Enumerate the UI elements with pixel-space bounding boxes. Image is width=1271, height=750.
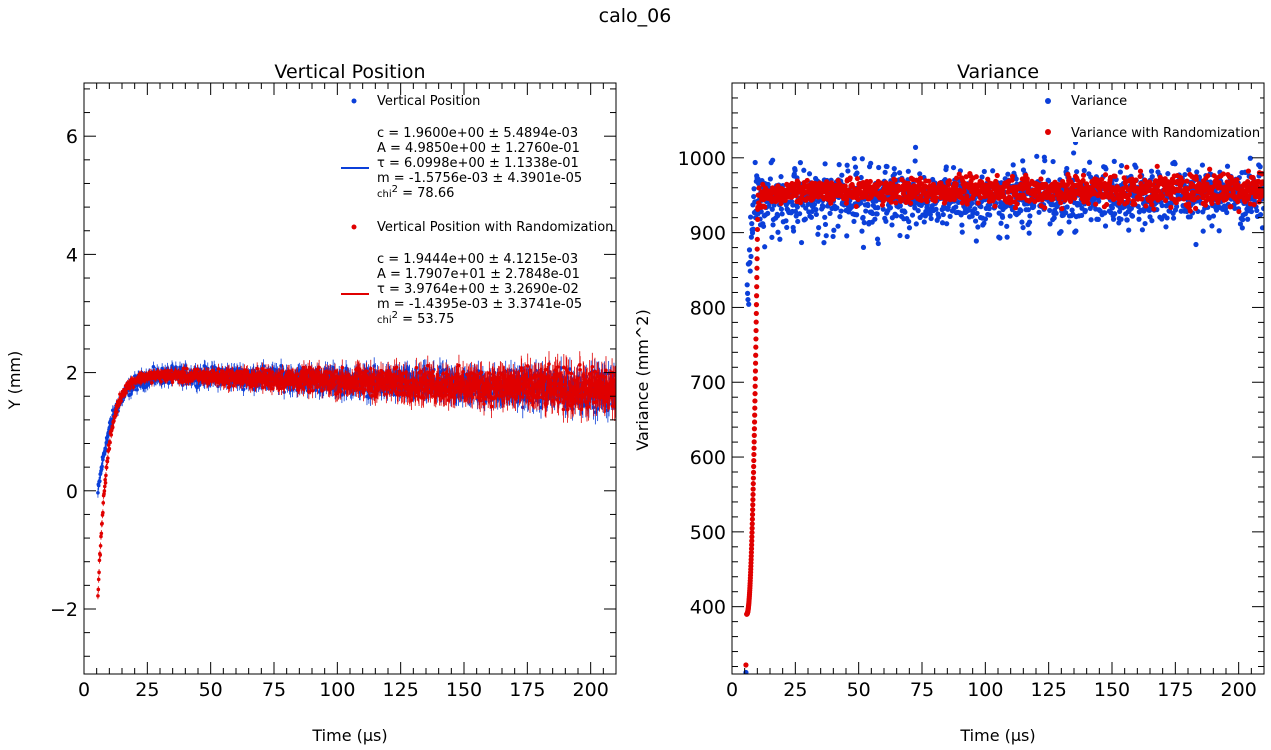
data-point [97, 570, 101, 575]
data-point [131, 385, 136, 389]
data-point [216, 367, 221, 371]
data-point [489, 404, 494, 409]
vertical-position-plot: Vertical Position 0 25 50 75 100 125 150 175 200… [5, 61, 617, 745]
data-point [99, 531, 104, 536]
data-point [96, 490, 100, 495]
data-point [104, 465, 109, 470]
data-point [109, 433, 114, 437]
data-point [195, 367, 200, 372]
data-point [150, 381, 154, 385]
data-point [96, 594, 100, 598]
data-point [163, 369, 167, 373]
data-point [102, 484, 107, 489]
data-point [364, 369, 369, 373]
data-point [124, 390, 128, 395]
data-point [96, 577, 101, 582]
data-point [502, 393, 506, 398]
data-point [98, 544, 103, 548]
data-point [105, 459, 110, 464]
data-point [108, 440, 112, 445]
data-point [370, 394, 375, 398]
data-point [469, 371, 474, 375]
data-point [159, 379, 163, 384]
data-point [470, 395, 475, 400]
data-point [98, 553, 103, 557]
data-point [487, 371, 492, 375]
data-point [328, 370, 332, 374]
data-point [482, 396, 487, 401]
data-point [107, 446, 112, 451]
data-point [128, 386, 132, 391]
series-vertical-position-randomized [96, 351, 616, 600]
data-point [431, 374, 436, 379]
data-point [166, 368, 170, 373]
data-point [169, 368, 174, 373]
data-point [401, 371, 406, 376]
data-point [101, 501, 106, 505]
data-point [568, 367, 572, 371]
data-point [185, 367, 189, 371]
data-point [368, 366, 373, 371]
data-point [308, 385, 313, 389]
data-point [115, 410, 119, 414]
data-point [106, 456, 110, 460]
data-point [98, 479, 102, 483]
data-point [135, 387, 139, 392]
data-point [151, 365, 156, 369]
data-point [302, 365, 306, 370]
data-point [340, 365, 345, 370]
data-point [170, 380, 175, 384]
data-point [384, 392, 389, 396]
data-point [444, 393, 449, 397]
data-point [421, 395, 426, 400]
data-point [478, 398, 483, 403]
data-point [461, 370, 465, 374]
data-point [270, 370, 275, 374]
data-point [97, 558, 102, 563]
data-point [260, 366, 265, 371]
data-point [381, 370, 385, 375]
data-point [100, 464, 104, 469]
data-point [395, 374, 399, 379]
plot-data [96, 351, 616, 600]
data-point [479, 370, 484, 375]
data-point [414, 365, 419, 370]
data-point [280, 369, 285, 373]
plot-title: Vertical Position [274, 61, 425, 83]
data-point [270, 386, 274, 391]
data-point [425, 363, 430, 368]
figure-title: calo_06 [599, 5, 672, 27]
data-point [96, 587, 101, 592]
data-point [103, 481, 108, 485]
data-point [110, 425, 115, 430]
data-point [457, 363, 461, 368]
data-point [446, 373, 450, 377]
data-point [195, 385, 199, 390]
data-point [310, 388, 315, 393]
data-point [104, 473, 108, 478]
data-point [505, 396, 510, 401]
data-point [404, 370, 408, 374]
data-point [317, 365, 321, 370]
data-point [119, 399, 123, 403]
data-point [255, 366, 259, 371]
data-point [295, 372, 300, 376]
data-point [372, 372, 376, 377]
data-point [409, 398, 414, 403]
data-point [101, 510, 105, 515]
data-point [441, 371, 445, 376]
data-point [525, 364, 530, 368]
data-point [100, 521, 104, 526]
data-point [227, 384, 232, 388]
data-point [102, 489, 107, 493]
data-point [307, 390, 311, 394]
